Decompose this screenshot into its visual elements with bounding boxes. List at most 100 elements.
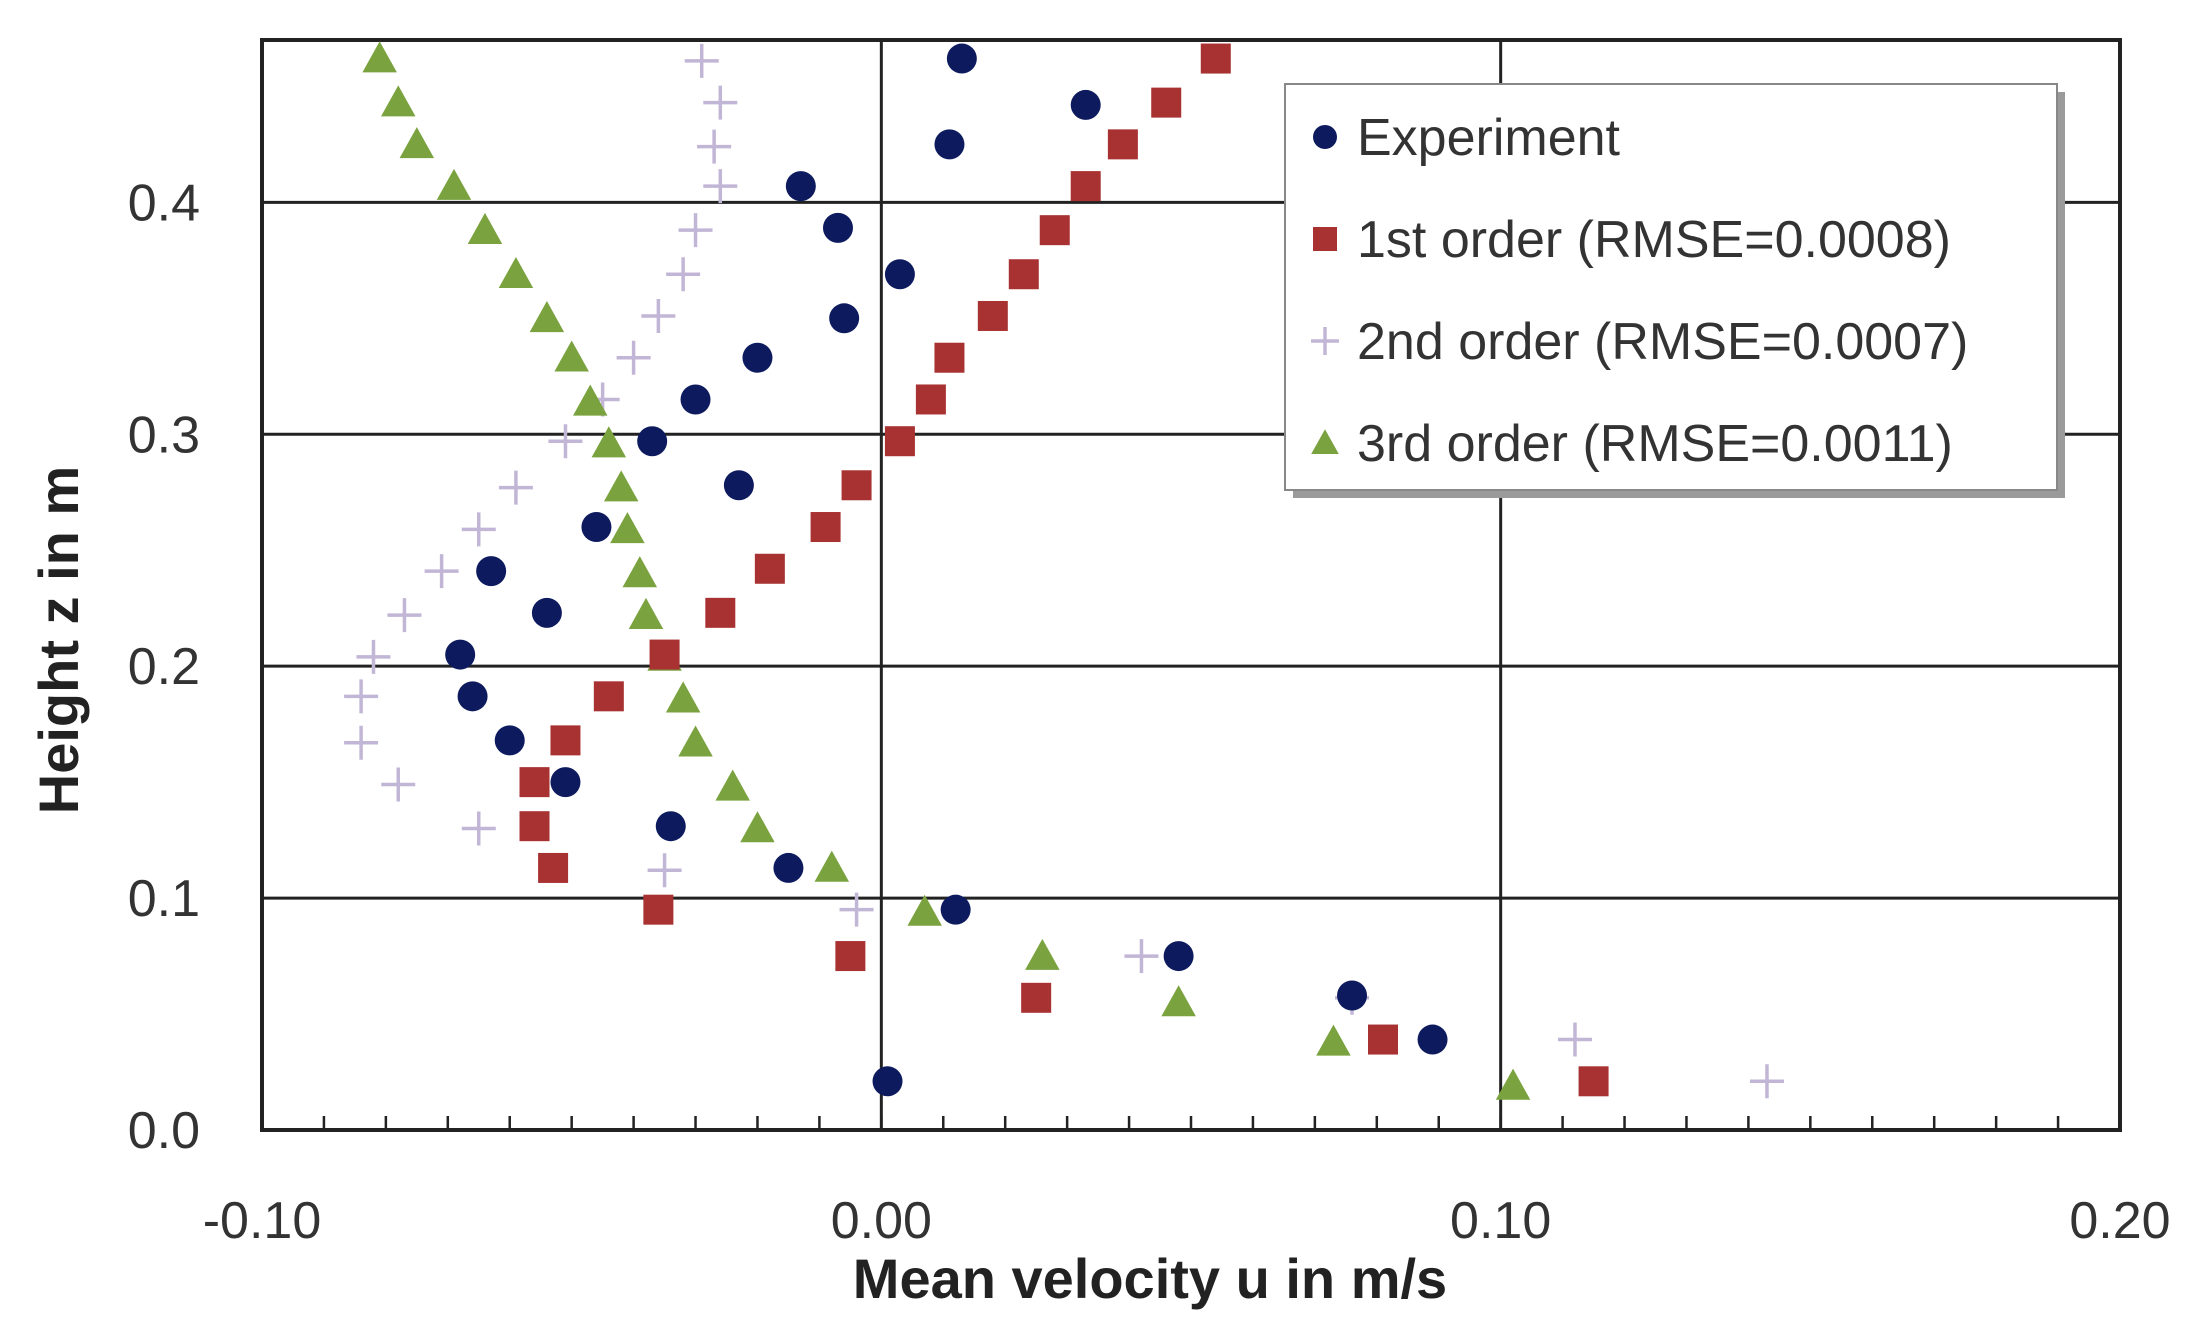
- y-axis-label: Height z in m: [27, 466, 90, 814]
- data-point-circle: [1417, 1024, 1448, 1055]
- data-point-square: [810, 512, 841, 543]
- data-point-plus: [641, 298, 676, 333]
- data-point-square: [1021, 982, 1052, 1013]
- data-point-triangle: [1495, 1068, 1531, 1100]
- data-point-plus: [387, 598, 422, 633]
- data-point-square: [649, 639, 680, 670]
- legend-marker-triangle: [1311, 429, 1339, 455]
- data-point-square: [519, 811, 550, 842]
- data-point-circle: [934, 129, 965, 160]
- data-point-plus: [461, 512, 496, 547]
- data-point-square: [538, 852, 569, 883]
- data-point-triangle: [740, 811, 775, 843]
- data-point-circle: [946, 43, 977, 74]
- series-circle: [445, 43, 1448, 1097]
- data-point-triangle: [628, 597, 664, 629]
- data-point-triangle: [436, 168, 472, 200]
- data-point-triangle: [610, 512, 645, 544]
- data-point-circle: [773, 852, 804, 883]
- data-point-square: [1008, 259, 1039, 290]
- x-tick-label: 0.10: [1450, 1192, 1551, 1250]
- data-point-circle: [550, 767, 581, 798]
- data-point-circle: [1337, 980, 1368, 1011]
- data-point-triangle: [399, 127, 435, 159]
- data-point-square: [1367, 1024, 1398, 1055]
- data-point-circle: [884, 259, 915, 290]
- data-point-circle: [531, 597, 562, 628]
- x-tick-label: -0.10: [203, 1192, 322, 1250]
- data-point-triangle: [1316, 1024, 1351, 1056]
- data-point-square: [884, 426, 915, 457]
- data-point-square: [705, 597, 736, 628]
- data-point-square: [977, 300, 1008, 331]
- data-point-circle: [940, 894, 971, 925]
- data-point-circle: [445, 639, 476, 670]
- legend-items: Experiment 1st order (RMSE=0.0008) 2nd ord…: [1311, 109, 1968, 473]
- data-point-triangle: [362, 41, 397, 73]
- data-point-square: [1070, 171, 1101, 202]
- data-point-plus: [839, 892, 874, 927]
- data-point-triangle: [678, 725, 713, 757]
- legend-marker-circle: [1313, 125, 1337, 149]
- data-point-triangle: [498, 256, 534, 289]
- data-point-square: [1200, 43, 1231, 74]
- data-point-circle: [1070, 89, 1101, 120]
- data-point-square: [915, 384, 946, 415]
- data-point-plus: [498, 470, 533, 505]
- data-point-triangle: [665, 681, 701, 713]
- legend-marker-plus: [1311, 327, 1339, 355]
- data-point-square: [1107, 129, 1138, 160]
- data-point-plus: [678, 213, 713, 248]
- data-point-square: [1039, 215, 1070, 246]
- legend-label: 2nd order (RMSE=0.0007): [1357, 313, 1968, 371]
- data-point-plus: [616, 340, 651, 375]
- data-point-plus: [684, 43, 719, 78]
- data-point-triangle: [381, 85, 416, 117]
- data-point-plus: [1749, 1064, 1784, 1099]
- data-point-plus: [1124, 939, 1159, 974]
- legend-label: Experiment: [1357, 109, 1621, 167]
- data-point-triangle: [572, 384, 608, 416]
- data-point-plus: [697, 129, 732, 164]
- data-point-plus: [1557, 1022, 1592, 1057]
- points-layer: [344, 41, 1784, 1100]
- data-point-triangle: [591, 426, 627, 458]
- data-point-circle: [829, 303, 860, 334]
- data-point-square: [754, 553, 785, 584]
- x-tick-label: 0.20: [2069, 1192, 2170, 1250]
- data-point-square: [835, 941, 866, 972]
- data-point-triangle: [529, 301, 565, 333]
- data-point-plus: [381, 767, 416, 802]
- legend: Experiment 1st order (RMSE=0.0008) 2nd ord…: [1284, 83, 2065, 498]
- data-point-plus: [703, 169, 738, 204]
- data-point-triangle: [554, 340, 589, 372]
- data-point-square: [1578, 1066, 1609, 1097]
- data-point-circle: [457, 681, 488, 712]
- data-point-circle: [581, 512, 612, 543]
- legend-label: 3rd order (RMSE=0.0011): [1357, 415, 1953, 473]
- data-point-circle: [822, 212, 853, 243]
- y-tick-label: 0.1: [128, 870, 200, 928]
- data-point-triangle: [467, 212, 503, 244]
- data-point-plus: [666, 257, 701, 292]
- data-point-circle: [785, 171, 816, 202]
- data-point-circle: [723, 470, 754, 501]
- data-point-plus: [548, 424, 583, 459]
- legend-label: 1st order (RMSE=0.0008): [1357, 211, 1951, 269]
- series-triangle: [362, 41, 1531, 1100]
- y-tick-label: 0.2: [128, 638, 200, 696]
- data-point-triangle: [907, 894, 942, 926]
- data-point-circle: [742, 342, 773, 373]
- data-point-square: [934, 342, 965, 373]
- data-point-triangle: [1025, 938, 1060, 970]
- data-point-plus: [424, 554, 459, 589]
- data-point-circle: [1163, 941, 1194, 972]
- data-point-circle: [494, 725, 525, 756]
- data-point-plus: [461, 811, 496, 846]
- data-point-square: [550, 725, 581, 756]
- data-point-triangle: [1161, 985, 1196, 1017]
- data-point-circle: [476, 556, 507, 587]
- data-point-circle: [637, 426, 668, 457]
- y-tick-label: 0.3: [128, 406, 200, 464]
